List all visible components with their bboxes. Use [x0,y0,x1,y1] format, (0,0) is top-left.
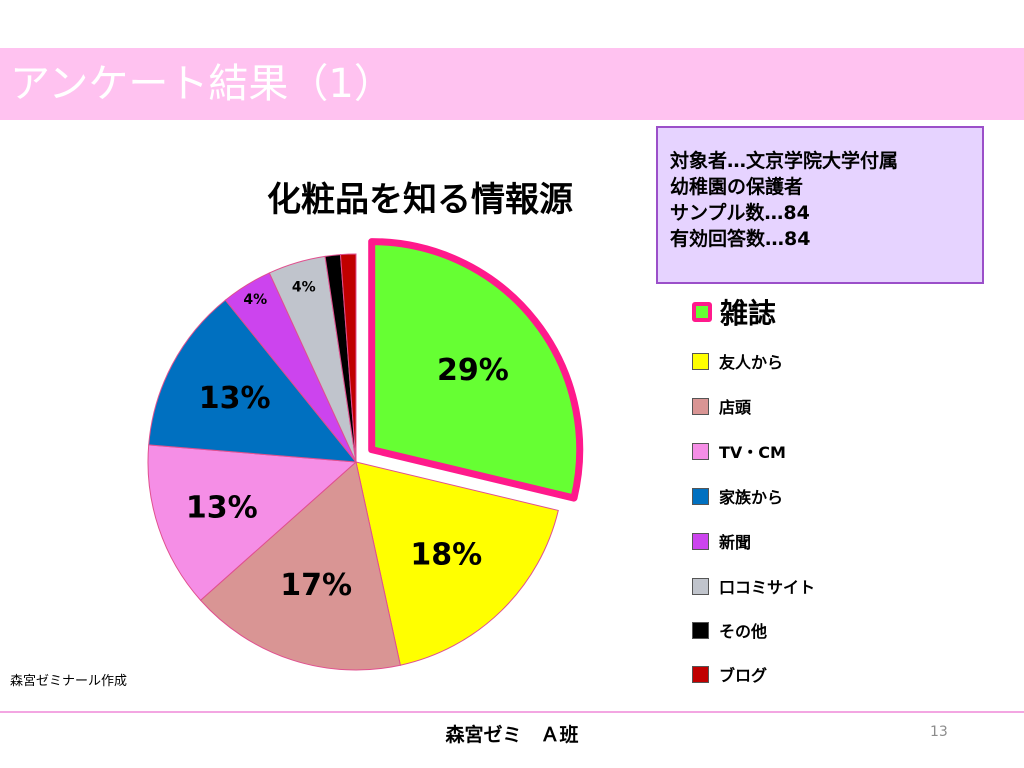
legend-swatch [692,665,709,683]
legend-label: その他 [719,622,768,641]
page-number: 13 [930,724,948,740]
legend-swatch [692,397,709,415]
pie-slice-2 [199,461,401,671]
slice-label-5: 4% [243,292,267,308]
legend-item-1: 友人から [692,349,783,373]
legend-item-4: 家族から [692,484,783,508]
info-line-sample: サンプル数…84 [670,202,810,224]
pie-slice-3 [147,444,358,601]
slice-label-2: 17% [280,568,352,603]
legend-swatch [692,577,709,595]
legend-item-5: 新聞 [692,529,751,553]
legend-item-0: 雑誌 [692,297,776,330]
survey-info-box: 対象者…文京学院大学付属 幼稚園の保護者 サンプル数…84 有効回答数…84 [656,126,984,284]
legend-label: 口コミサイト [719,578,816,597]
chart-title: 化粧品を知る情報源 [267,180,573,220]
pie-slice-4 [148,299,358,463]
legend-swatch [692,487,709,505]
slice-label-4: 13% [199,381,271,416]
pie-slice-8 [339,253,357,463]
title-bar: アンケート結果（1） [0,48,1024,120]
legend-label: 新聞 [719,533,752,552]
legend-item-6: 口コミサイト [692,574,815,598]
legend-item-7: その他 [692,618,767,642]
legend-label: 友人から [719,353,784,372]
slice-label-3: 13% [186,490,258,525]
legend-swatch [692,532,709,550]
legend-label: 雑誌 [720,297,777,330]
info-line-valid: 有効回答数…84 [670,228,811,250]
slide-title: アンケート結果（1） [10,61,394,107]
pie-slice-0 [368,238,584,502]
pie-slice-1 [355,461,559,666]
legend-label: ブログ [719,666,768,685]
footer-text: 森宮ゼミ Ａ班 [445,724,579,746]
legend-swatch [692,352,709,370]
footer-divider [0,711,1024,713]
legend-label: 店頭 [719,398,752,417]
legend-item-3: TV・CM [692,439,786,463]
legend-item-2: 店頭 [692,394,751,418]
slice-label-1: 18% [410,538,482,573]
legend-swatch [692,442,709,460]
credit-text: 森宮ゼミナール作成 [10,674,128,689]
legend-label: 家族から [719,488,784,507]
legend-label: TV・CM [719,443,786,462]
slice-label-6: 4% [292,279,316,295]
legend-swatch [692,302,712,322]
legend-item-8: ブログ [692,662,767,686]
info-line-target: 対象者…文京学院大学付属 [670,150,899,172]
legend-swatch [692,621,709,639]
info-line-target-cont: 幼稚園の保護者 [670,176,804,198]
slice-label-0: 29% [437,353,509,388]
